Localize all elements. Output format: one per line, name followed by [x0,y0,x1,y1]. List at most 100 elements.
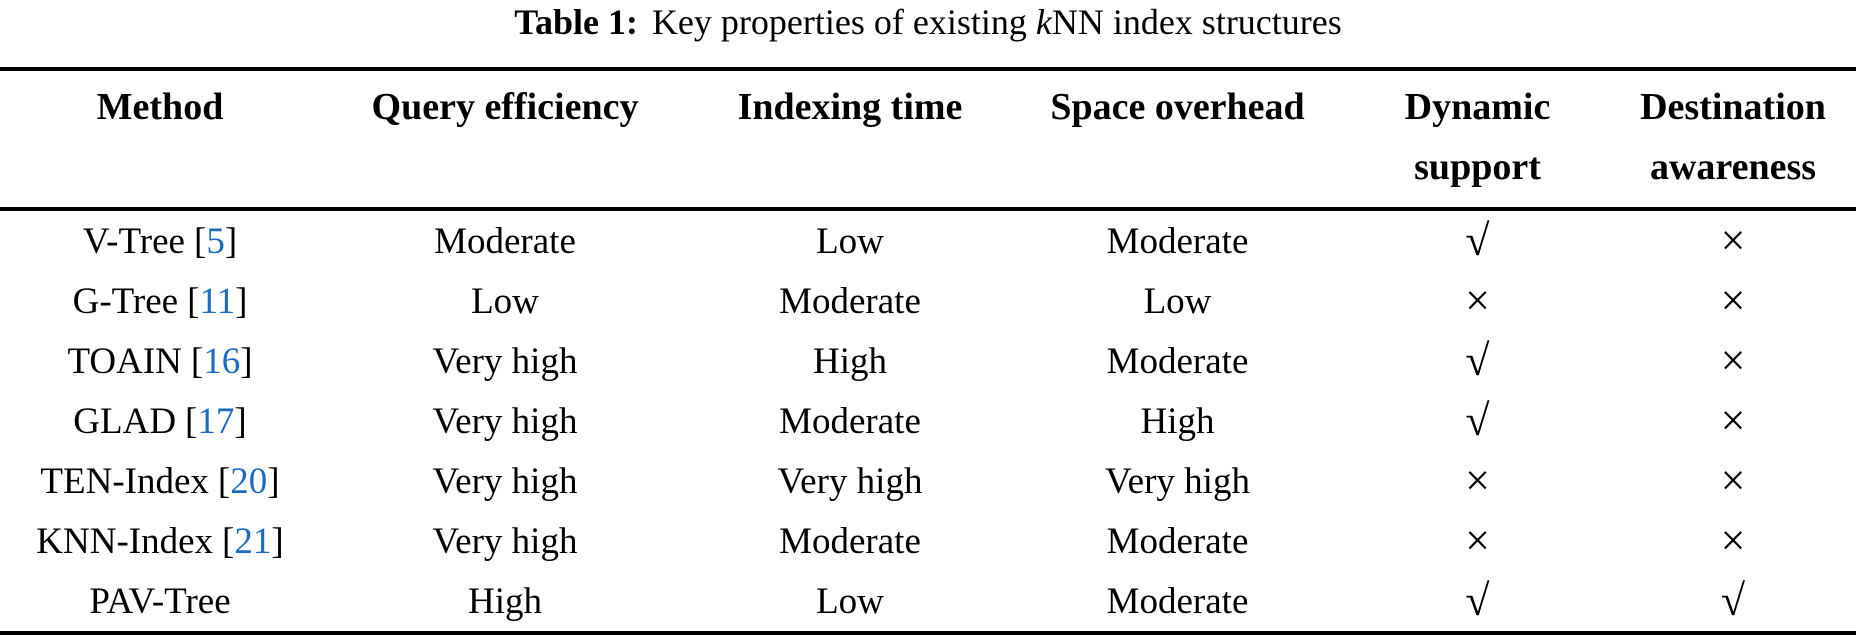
query-efficiency-cell: Very high [432,340,578,382]
indexing-time-cell: High [813,340,887,382]
method-name: TEN-Index [40,460,209,502]
caption-label: Table 1: [514,2,638,42]
bracket-close: ] [224,220,238,262]
dynamic-support-cell: √ [1345,571,1610,633]
method-cell: PAV-Tree[] [0,571,320,633]
dynamic-support-cell: √ [1345,331,1610,391]
col-header-indexing-time: Indexing time [690,69,1010,211]
dynamic-support-mark: × [1465,276,1490,325]
method-name: G-Tree [72,280,179,322]
space-overhead-cell: Moderate [1106,520,1249,562]
bracket-open: [ [190,340,204,382]
dynamic-support-mark: √ [1465,216,1490,265]
citation-link[interactable]: 17 [197,400,235,442]
citation: [17] [185,401,247,442]
col-header-query-efficiency: Query efficiency [320,69,690,211]
destination-awareness-cell: × [1610,331,1856,391]
dynamic-support-cell: × [1345,271,1610,331]
method-cell: GLAD [17] [0,391,320,451]
space-overhead-cell: Moderate [1106,580,1249,622]
citation: [5] [194,221,237,262]
destination-awareness-mark: × [1720,516,1746,565]
query-efficiency-cell: High [468,580,542,622]
bracket-close: ] [240,340,253,382]
method-cell: TOAIN [16] [0,331,320,391]
destination-awareness-mark: √ [1720,576,1746,625]
header-line2: support [1414,146,1541,188]
table-row-knn-index: KNN-Index [21] Very high Moderate Moderat… [0,511,1856,571]
dynamic-support-mark: × [1465,516,1490,565]
citation-link[interactable]: 11 [199,280,236,322]
header-line1: Dynamic [1404,86,1551,128]
space-overhead-cell: Moderate [1106,220,1249,262]
citation: [16] [191,341,253,382]
indexing-time-cell: Moderate [779,280,921,322]
caption-pre: Key properties of existing [651,2,1036,42]
query-efficiency-cell: Moderate [434,220,576,262]
dynamic-support-mark: √ [1465,576,1490,625]
query-efficiency-cell: Very high [432,460,578,502]
header-line1: Query efficiency [371,86,639,128]
destination-awareness-mark: × [1720,456,1746,505]
bracket-open: [ [193,220,207,262]
query-efficiency-cell: Very high [432,520,578,562]
indexing-time-cell: Moderate [779,520,921,562]
table-row-v-tree: V-Tree [5] Moderate Low Moderate √ × [0,209,1856,271]
method-cell: G-Tree [11] [0,271,320,331]
citation-link[interactable]: 16 [203,340,241,382]
table-caption: Table 1: Key properties of existing kNN i… [0,0,1856,44]
indexing-time-cell: Low [816,220,884,262]
space-overhead-cell: Very high [1105,460,1250,502]
destination-awareness-mark: × [1720,336,1746,385]
space-overhead-cell: High [1140,400,1215,442]
destination-awareness-cell: × [1610,451,1856,511]
destination-awareness-cell: × [1610,209,1856,271]
bracket-open: [ [185,400,198,442]
col-header-space-overhead: Space overhead [1010,69,1345,211]
method-cell: V-Tree [5] [0,209,320,271]
dynamic-support-cell: √ [1345,391,1610,451]
bracket-close: ] [271,520,284,562]
destination-awareness-cell: × [1610,391,1856,451]
header-line1: Indexing time [737,86,963,128]
destination-awareness-cell: × [1610,511,1856,571]
destination-awareness-cell: × [1610,271,1856,331]
header-line2: awareness [1649,146,1817,188]
method-cell: KNN-Index [21] [0,511,320,571]
destination-awareness-mark: × [1720,216,1746,265]
dynamic-support-cell: × [1345,511,1610,571]
indexing-time-cell: Moderate [779,400,921,442]
header-line1: Method [96,86,224,128]
citation-link[interactable]: 20 [230,460,268,502]
space-overhead-cell: Moderate [1106,340,1249,382]
citation: [20] [218,461,280,502]
caption-text: Key properties of existing kNN index str… [652,2,1342,42]
dynamic-support-cell: × [1345,451,1610,511]
knn-index-properties-table: Method Query efficiency Indexing time Sp… [0,67,1856,635]
header-line1: Destination [1640,86,1826,128]
caption-emph-k: k [1035,2,1052,42]
table-row-g-tree: G-Tree [11] Low Moderate Low × × [0,271,1856,331]
citation: [11] [187,281,247,322]
query-efficiency-cell: Very high [432,400,578,442]
bracket-close: ] [267,460,280,502]
citation-link[interactable]: 5 [206,220,225,262]
table-row-glad: GLAD [17] Very high Moderate High √ × [0,391,1856,451]
table-header-row: Method Query efficiency Indexing time Sp… [0,69,1856,211]
citation: [21] [222,521,284,562]
caption-post: NN index structures [1051,2,1342,42]
col-header-dynamic-support: Dynamic support [1345,69,1610,211]
method-name: TOAIN [67,340,182,382]
space-overhead-cell: Low [1143,280,1212,322]
destination-awareness-cell: √ [1610,571,1856,633]
indexing-time-cell: Low [816,580,884,622]
table-row-ten-index: TEN-Index [20] Very high Very high Very h… [0,451,1856,511]
bracket-close: ] [234,400,247,442]
dynamic-support-mark: × [1465,456,1490,505]
citation-link[interactable]: 21 [234,520,272,562]
query-efficiency-cell: Low [471,280,539,322]
destination-awareness-mark: × [1720,396,1746,445]
destination-awareness-mark: × [1720,276,1746,325]
table-row-pav-tree: PAV-Tree[] High Low Moderate √ √ [0,571,1856,633]
